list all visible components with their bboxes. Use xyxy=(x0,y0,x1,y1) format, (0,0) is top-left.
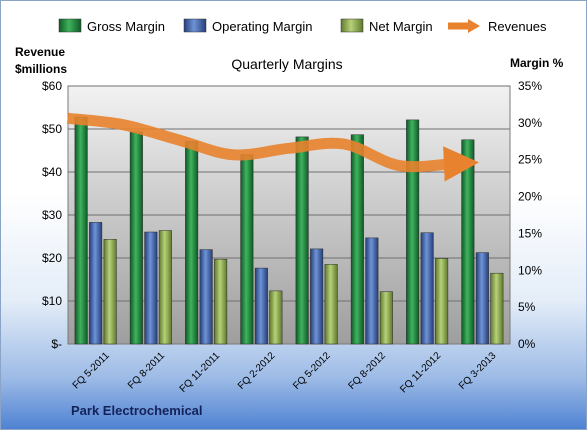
right-axis-tick-label: 5% xyxy=(518,300,536,314)
bar-net-margin xyxy=(379,291,393,345)
left-axis-tick-label: $50 xyxy=(42,122,62,136)
legend-label: Net Margin xyxy=(369,19,433,34)
bar-net-margin xyxy=(158,230,172,345)
bar-net-margin xyxy=(435,258,449,345)
bar-operating-margin xyxy=(475,252,489,345)
bar-gross-margin xyxy=(129,131,143,345)
legend-label: Operating Margin xyxy=(212,19,312,34)
bar-gross-margin xyxy=(461,139,475,345)
category-label: FQ 2-2012 xyxy=(236,350,278,392)
legend-arrow-icon xyxy=(468,19,480,33)
left-axis-tick-label: $60 xyxy=(42,79,62,93)
legend-label: Gross Margin xyxy=(87,19,165,34)
bar-operating-margin xyxy=(199,249,213,345)
legend-marker-operating-margin xyxy=(183,18,207,33)
legend-marker-gross-margin xyxy=(58,18,82,33)
right-axis-tick-label: 25% xyxy=(518,153,542,167)
bar-operating-margin xyxy=(144,231,158,345)
bar-operating-margin xyxy=(89,222,103,345)
right-axis-tick-label: 0% xyxy=(518,337,536,351)
bar-operating-margin xyxy=(254,267,268,345)
category-label: FQ 5-2011 xyxy=(71,350,112,391)
revenue-line xyxy=(67,112,480,182)
bar-net-margin xyxy=(324,264,338,345)
right-axis-tick-label: 15% xyxy=(518,226,542,240)
category-label: FQ 8-2011 xyxy=(126,350,167,391)
legend-label: Revenues xyxy=(488,19,547,34)
right-axis-title: Margin % xyxy=(510,56,564,70)
category-label: FQ 8-2012 xyxy=(346,350,388,392)
bar-gross-margin xyxy=(240,154,254,345)
left-axis-tick-label: $30 xyxy=(42,208,62,222)
bar-operating-margin xyxy=(310,248,324,345)
bar-net-margin xyxy=(214,258,228,345)
right-axis-tick-label: 10% xyxy=(518,263,542,277)
right-axis-tick-label: 30% xyxy=(518,116,542,130)
right-axis-tick-label: 20% xyxy=(518,190,542,204)
category-label: FQ 5-2012 xyxy=(291,350,333,392)
category-label: FQ 11-2011 xyxy=(178,350,223,395)
bar-gross-margin xyxy=(406,119,420,345)
left-axis-tick-label: $20 xyxy=(42,251,62,265)
left-axis-title: $millions xyxy=(15,62,67,76)
chart-title: Quarterly Margins xyxy=(231,56,342,72)
legend-marker-net-margin xyxy=(340,18,364,33)
bar-operating-margin xyxy=(365,237,379,345)
left-axis-tick-label: $10 xyxy=(42,294,62,308)
left-axis-title: Revenue xyxy=(15,45,65,59)
bar-gross-margin xyxy=(185,141,199,345)
bar-gross-margin xyxy=(74,116,88,345)
left-axis-tick-label: $40 xyxy=(42,165,62,179)
bar-net-margin xyxy=(490,272,504,345)
category-label: FQ 3-2013 xyxy=(457,350,499,392)
right-axis-tick-label: 35% xyxy=(518,79,542,93)
category-label: FQ 11-2012 xyxy=(398,350,443,395)
bar-net-margin xyxy=(269,290,283,345)
bar-operating-margin xyxy=(420,232,434,345)
left-axis-tick-label: $- xyxy=(51,337,62,351)
bar-gross-margin xyxy=(295,136,309,345)
bar-net-margin xyxy=(103,239,117,345)
company-name: Park Electrochemical xyxy=(71,403,203,418)
bar-gross-margin xyxy=(350,134,364,345)
